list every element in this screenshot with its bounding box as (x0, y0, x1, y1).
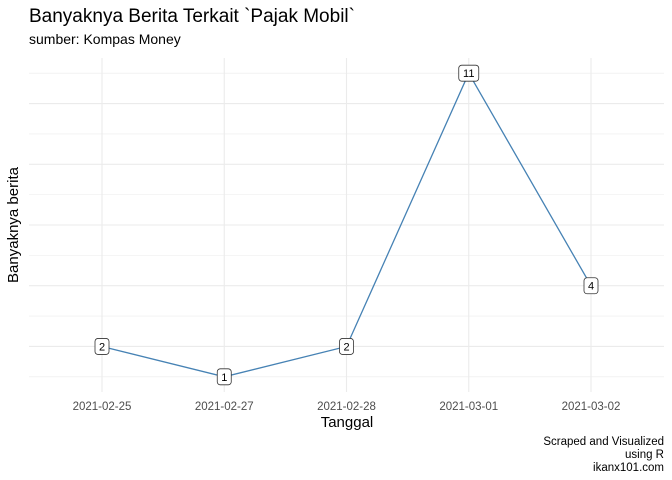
data-label-box (339, 338, 354, 355)
data-label: 4 (583, 277, 599, 295)
data-label-box (94, 338, 110, 355)
data-label-text: 2 (99, 341, 105, 353)
data-label-text: 2 (343, 341, 349, 353)
caption-line-1: Scraped and Visualized (543, 436, 664, 448)
x-tick-label: 2021-02-25 (73, 401, 132, 413)
x-tick-label: 2021-03-01 (439, 401, 498, 413)
y-axis-title: Banyaknya berita (5, 166, 22, 283)
x-tick-label: 2021-03-02 (562, 401, 621, 413)
x-axis-title: Tanggal (321, 414, 374, 431)
data-label-box (583, 277, 599, 295)
chart-subtitle: sumber: Kompas Money (29, 31, 181, 47)
data-label-box (458, 64, 480, 82)
data-label-text: 1 (221, 372, 227, 384)
data-label: 2 (94, 338, 110, 355)
x-tick-label: 2021-02-28 (317, 401, 376, 413)
data-label-text: 11 (463, 68, 474, 80)
data-label: 2 (339, 338, 354, 355)
grid (29, 58, 664, 392)
x-axis-ticks: 2021-02-25 2021-02-27 2021-02-28 2021-03-01… (73, 401, 621, 413)
x-tick-label: 2021-02-27 (195, 401, 254, 413)
caption-line-2: using R (625, 449, 664, 461)
caption-line-3: ikanx101.com (593, 462, 664, 474)
data-label-text: 4 (588, 281, 594, 293)
chart-title: Banyaknya Berita Terkait `Pajak Mobil` (29, 6, 355, 27)
data-label-box (216, 368, 232, 386)
data-labels: 2 1 2 11 4 (94, 64, 599, 386)
data-label: 11 (458, 64, 480, 82)
data-label: 1 (216, 368, 232, 386)
